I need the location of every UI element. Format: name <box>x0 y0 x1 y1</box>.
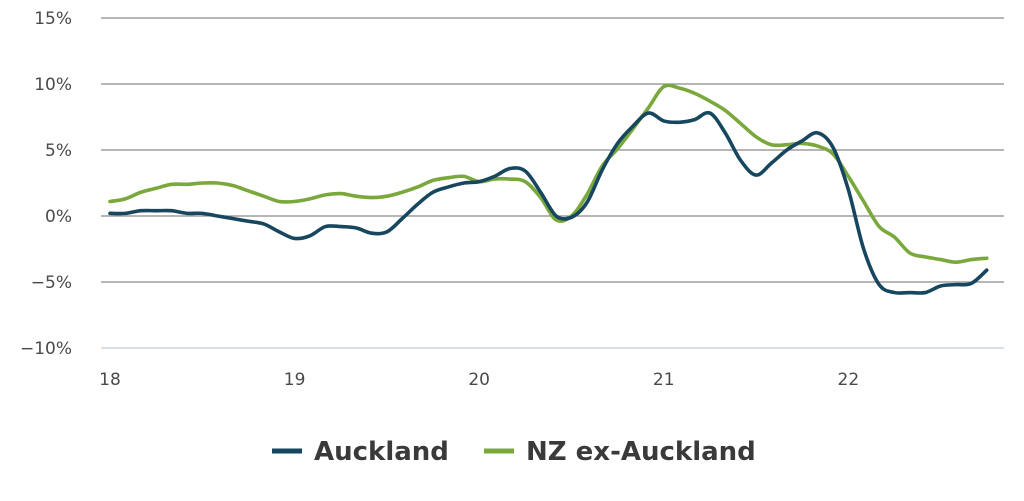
series-line-auckland <box>108 110 989 295</box>
x-tick-label: 19 <box>284 370 306 390</box>
x-tick-label: 18 <box>99 370 121 390</box>
legend-label: Auckland <box>314 437 449 467</box>
series-lines <box>108 83 989 295</box>
legend: Auckland NZ ex-Auckland <box>272 437 756 467</box>
x-tick-label: 22 <box>838 370 860 390</box>
y-tick-label: 15% <box>34 9 72 29</box>
legend-item-nz-ex-auckland: NZ ex-Auckland <box>484 437 756 467</box>
grid-lines <box>101 17 1004 349</box>
y-tick-label: 10% <box>34 75 72 95</box>
legend-label: NZ ex-Auckland <box>526 437 756 467</box>
legend-item-auckland: Auckland <box>272 437 449 467</box>
y-axis-ticks: 15% 10% 5% 0% −5% −10% <box>20 9 72 359</box>
y-tick-label: −10% <box>20 339 72 359</box>
y-tick-label: 5% <box>45 141 72 161</box>
x-tick-label: 20 <box>468 370 490 390</box>
y-tick-label: −5% <box>31 273 72 293</box>
y-tick-label: 0% <box>45 207 72 227</box>
x-tick-label: 21 <box>653 370 675 390</box>
series-line-nz-ex-auckland <box>108 83 989 264</box>
x-axis-ticks: 18 19 20 21 22 <box>99 370 859 390</box>
